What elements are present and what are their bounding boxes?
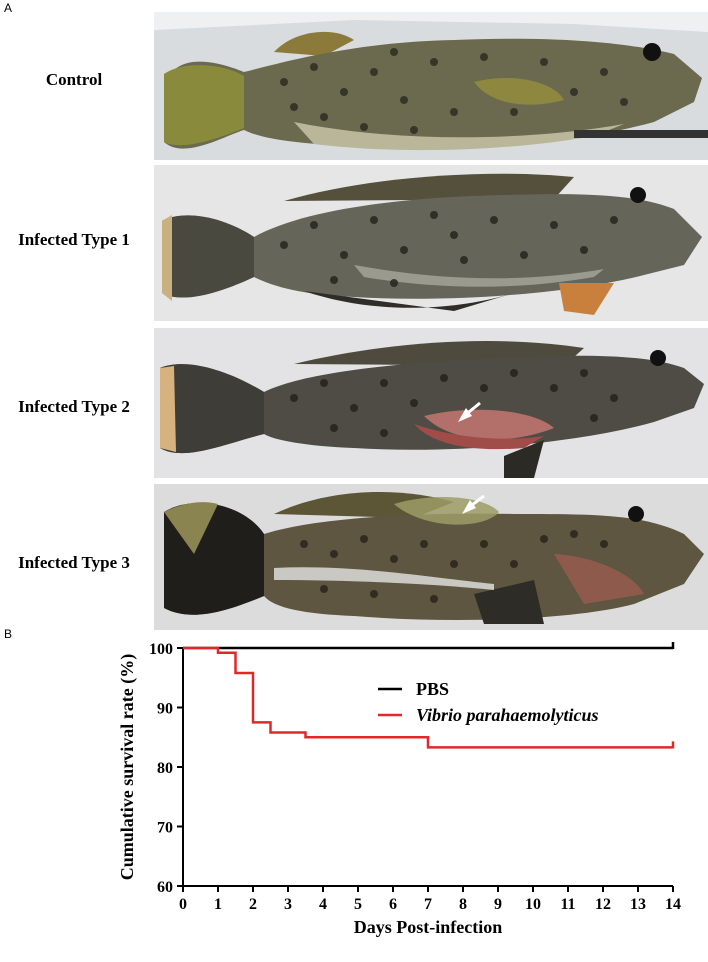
legend-label-0: PBS (416, 679, 449, 699)
row-label-infected-type-2: Infected Type 2 (18, 397, 130, 416)
x-tick-label-12: 12 (595, 896, 611, 913)
series-line-1 (183, 646, 673, 749)
fish-photo-infected-type-3 (154, 484, 708, 630)
row-label-infected-type-3: Infected Type 3 (18, 553, 130, 572)
panel-b-label: B (4, 627, 13, 641)
y-tick-label-100: 100 (149, 641, 173, 658)
x-tick-label-7: 7 (424, 896, 432, 913)
y-tick-label-80: 80 (157, 760, 173, 777)
x-axis-label: Days Post-infection (354, 917, 502, 937)
fish-photo-infected-type-1 (154, 165, 708, 321)
x-tick-label-9: 9 (494, 896, 502, 913)
x-tick-label-13: 13 (630, 896, 646, 913)
x-tick-label-11: 11 (560, 896, 575, 913)
x-tick-label-1: 1 (214, 896, 222, 913)
x-tick-label-8: 8 (459, 896, 467, 913)
row-label-control: Control (45, 70, 103, 89)
x-tick-label-10: 10 (525, 896, 541, 913)
row-label-infected-type-1: Infected Type 1 (18, 230, 130, 249)
x-tick-label-2: 2 (249, 896, 257, 913)
x-tick-label-14: 14 (665, 896, 681, 913)
panel-a-label: A (4, 1, 13, 15)
x-tick-label-0: 0 (179, 896, 187, 913)
y-tick-label-70: 70 (157, 820, 173, 837)
fish-photo-infected-type-2 (154, 328, 708, 478)
y-tick-label-60: 60 (157, 879, 173, 896)
y-axis-label: Cumulative survival rate (%) (117, 654, 138, 880)
fish-photo-control (154, 12, 708, 160)
x-tick-label-4: 4 (319, 896, 327, 913)
x-tick-label-6: 6 (389, 896, 397, 913)
x-tick-label-3: 3 (284, 896, 292, 913)
y-tick-label-90: 90 (157, 701, 173, 718)
legend-label-1: Vibrio parahaemolyticus (416, 705, 599, 725)
x-tick-label-5: 5 (354, 896, 362, 913)
